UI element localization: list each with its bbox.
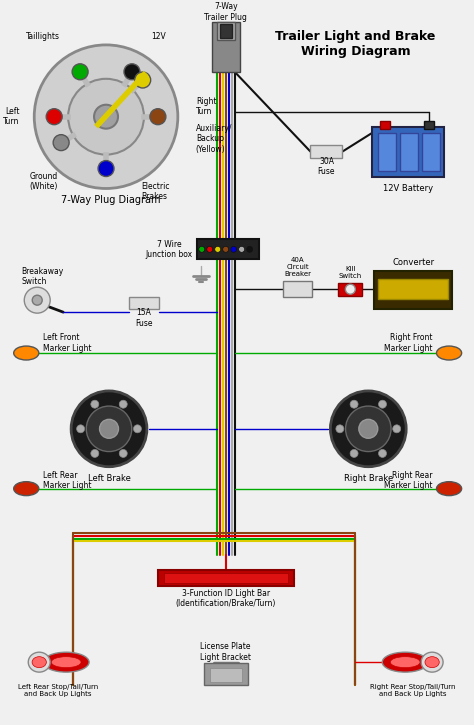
Text: Right Brake: Right Brake — [344, 474, 393, 483]
Text: 7 Wire
Junction box: 7 Wire Junction box — [146, 240, 192, 259]
Text: 40A
Circuit
Breaker: 40A Circuit Breaker — [284, 257, 311, 277]
Circle shape — [24, 287, 50, 313]
Text: License Plate
Light Bracket: License Plate Light Bracket — [200, 642, 251, 662]
Circle shape — [379, 400, 386, 408]
Text: Taillights: Taillights — [26, 33, 60, 41]
FancyBboxPatch shape — [310, 144, 342, 157]
Text: Ground
(White): Ground (White) — [29, 172, 58, 191]
Text: Right Front
Marker Light: Right Front Marker Light — [383, 334, 432, 353]
Ellipse shape — [437, 481, 462, 496]
Text: 7-Way Plug Diagram: 7-Way Plug Diagram — [61, 196, 161, 205]
Circle shape — [124, 64, 140, 80]
Ellipse shape — [382, 652, 428, 672]
Text: 30A
Fuse: 30A Fuse — [318, 157, 335, 176]
Circle shape — [134, 425, 141, 433]
Text: Right Rear
Marker Light: Right Rear Marker Light — [383, 471, 432, 490]
Text: Right Rear Stop/Tail/Turn
and Back Up Lights: Right Rear Stop/Tail/Turn and Back Up Li… — [370, 684, 456, 697]
Circle shape — [393, 425, 401, 433]
Circle shape — [77, 425, 84, 433]
Circle shape — [223, 247, 228, 252]
Ellipse shape — [51, 657, 81, 668]
Circle shape — [336, 425, 344, 433]
FancyBboxPatch shape — [378, 133, 396, 170]
Text: Auxiliary/
Backup
(Yellow): Auxiliary/ Backup (Yellow) — [196, 124, 232, 154]
Circle shape — [119, 400, 127, 408]
FancyBboxPatch shape — [197, 239, 259, 260]
Ellipse shape — [32, 657, 46, 668]
Circle shape — [231, 247, 237, 252]
Text: Electric
Brakes: Electric Brakes — [141, 182, 169, 201]
Text: 12V: 12V — [151, 33, 166, 41]
Ellipse shape — [437, 346, 462, 360]
FancyBboxPatch shape — [424, 120, 434, 128]
Text: Left
Turn: Left Turn — [3, 107, 19, 126]
Circle shape — [239, 247, 245, 252]
FancyBboxPatch shape — [158, 571, 293, 587]
FancyBboxPatch shape — [422, 133, 440, 170]
Circle shape — [71, 391, 147, 467]
FancyBboxPatch shape — [400, 133, 418, 170]
Text: Left Rear Stop/Tail/Turn
and Back Up Lights: Left Rear Stop/Tail/Turn and Back Up Lig… — [18, 684, 98, 697]
Circle shape — [32, 295, 42, 305]
Circle shape — [91, 400, 99, 408]
Circle shape — [199, 247, 205, 252]
Text: Breakaway
Switch: Breakaway Switch — [21, 267, 64, 286]
Text: Trailer Light and Brake
Wiring Diagram: Trailer Light and Brake Wiring Diagram — [275, 30, 436, 58]
Circle shape — [119, 450, 127, 457]
Ellipse shape — [390, 657, 420, 668]
FancyBboxPatch shape — [220, 24, 232, 38]
Text: Right
Turn: Right Turn — [196, 97, 216, 117]
Circle shape — [346, 284, 356, 294]
FancyBboxPatch shape — [217, 22, 235, 40]
Circle shape — [100, 419, 118, 439]
Circle shape — [359, 419, 378, 439]
Ellipse shape — [421, 652, 443, 672]
Ellipse shape — [14, 481, 39, 496]
Circle shape — [246, 247, 253, 252]
Circle shape — [91, 450, 99, 457]
Text: 15A
Fuse: 15A Fuse — [135, 308, 153, 328]
Ellipse shape — [43, 652, 89, 672]
FancyBboxPatch shape — [374, 271, 452, 309]
Circle shape — [207, 247, 213, 252]
Circle shape — [215, 247, 221, 252]
FancyBboxPatch shape — [380, 120, 390, 128]
FancyBboxPatch shape — [372, 127, 444, 176]
Ellipse shape — [425, 657, 439, 668]
FancyBboxPatch shape — [164, 573, 288, 584]
FancyBboxPatch shape — [212, 22, 240, 72]
Circle shape — [72, 64, 88, 80]
FancyBboxPatch shape — [204, 663, 247, 685]
Circle shape — [350, 450, 358, 457]
Circle shape — [68, 79, 144, 154]
FancyBboxPatch shape — [210, 668, 242, 682]
Text: Converter: Converter — [392, 258, 434, 267]
Circle shape — [34, 45, 178, 188]
Text: 12V Battery: 12V Battery — [383, 184, 433, 193]
Text: Left Rear
Marker Light: Left Rear Marker Light — [43, 471, 91, 490]
FancyBboxPatch shape — [283, 281, 312, 297]
Text: Left Front
Marker Light: Left Front Marker Light — [43, 334, 91, 353]
Circle shape — [379, 450, 386, 457]
Text: 7-Way
Trailer Plug: 7-Way Trailer Plug — [204, 2, 247, 22]
Circle shape — [330, 391, 406, 467]
Circle shape — [135, 72, 151, 88]
Circle shape — [346, 406, 391, 452]
Circle shape — [86, 406, 132, 452]
Circle shape — [46, 109, 62, 125]
Circle shape — [150, 109, 166, 125]
Circle shape — [98, 160, 114, 176]
Circle shape — [350, 400, 358, 408]
Ellipse shape — [28, 652, 50, 672]
FancyBboxPatch shape — [129, 297, 159, 309]
Text: 3-Function ID Light Bar
(Identification/Brake/Turn): 3-Function ID Light Bar (Identification/… — [175, 589, 276, 608]
FancyBboxPatch shape — [338, 283, 362, 297]
FancyBboxPatch shape — [378, 279, 448, 299]
Circle shape — [94, 104, 118, 128]
Ellipse shape — [14, 346, 39, 360]
Text: Kill
Switch: Kill Switch — [339, 266, 362, 278]
Circle shape — [53, 135, 69, 151]
Text: Left Brake: Left Brake — [88, 474, 130, 483]
